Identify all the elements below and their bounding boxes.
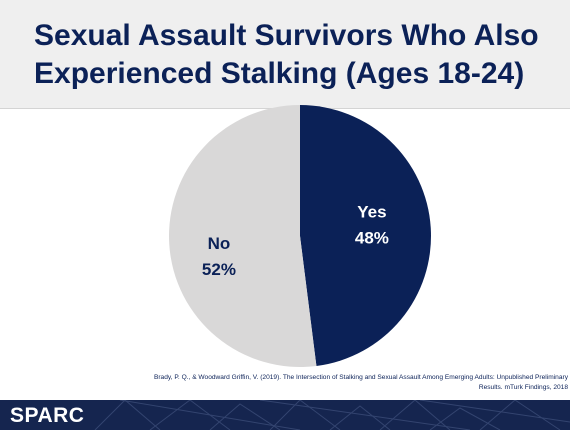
- title-band: [0, 0, 570, 108]
- citation-line-1: Brady, P. Q., & Woodward Griffin, V. (20…: [153, 374, 568, 381]
- pie-slice-yes: [300, 105, 432, 366]
- title-line-2: Experienced Stalking (Ages 18-24): [34, 57, 525, 90]
- slice-value-yes: 48%: [355, 228, 389, 247]
- slice-label-yes: Yes: [357, 202, 386, 221]
- slide-title: Sexual Assault Survivors Who Also Experi…: [34, 17, 554, 93]
- citation-line-2: Results. mTurk Findings, 2018: [478, 384, 568, 391]
- footer-bar: SPARC: [0, 400, 570, 430]
- footer-pattern: [94, 400, 570, 430]
- citation: Brady, P. Q., & Woodward Griffin, V. (20…: [8, 373, 568, 393]
- slice-value-no: 52%: [202, 260, 236, 279]
- pie-slice-no: [169, 105, 317, 367]
- title-line-1: Sexual Assault Survivors Who Also: [34, 19, 539, 52]
- sparc-logo: SPARC: [10, 404, 85, 427]
- slice-label-no: No: [208, 234, 231, 253]
